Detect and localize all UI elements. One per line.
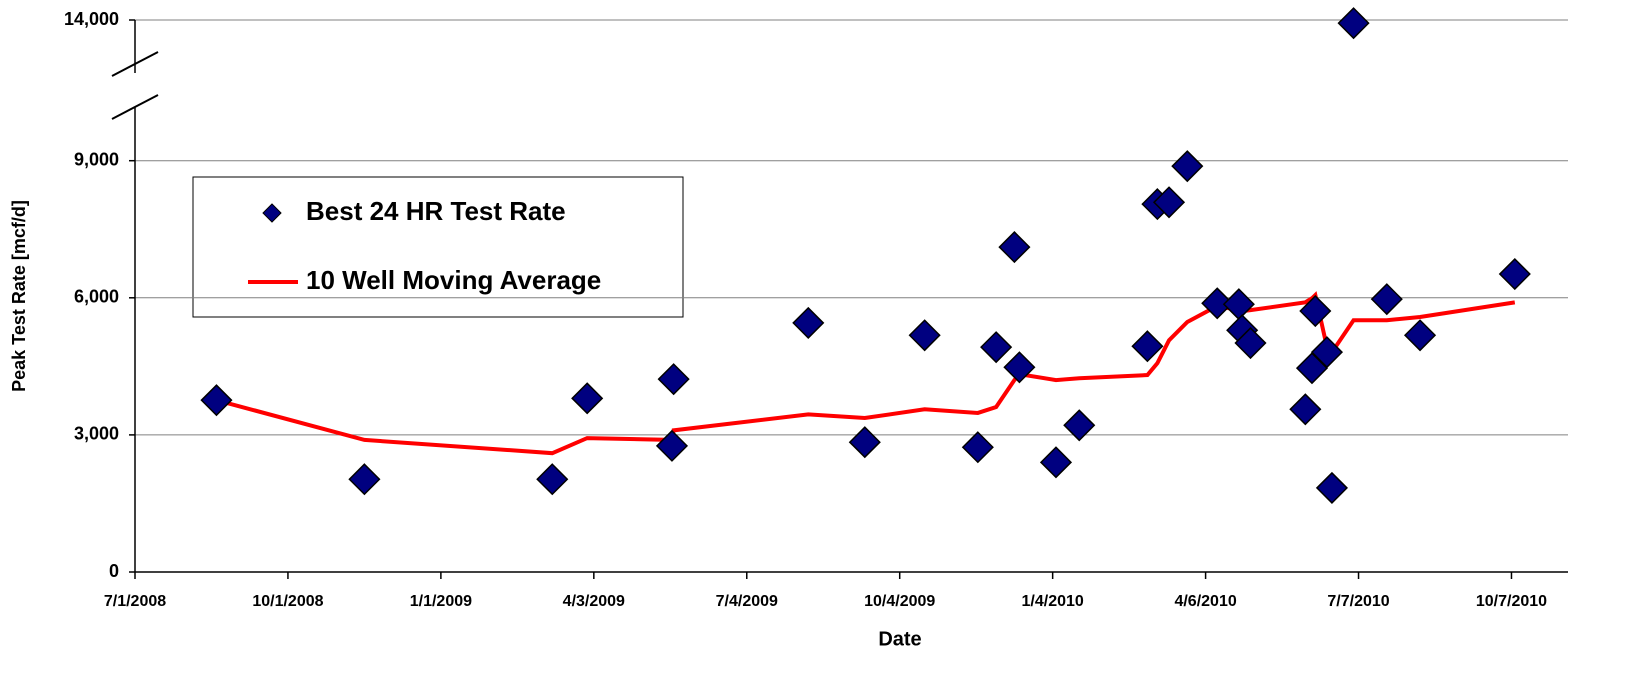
data-point bbox=[657, 363, 690, 396]
legend bbox=[192, 176, 684, 318]
data-point bbox=[908, 319, 941, 352]
x-tick-label: 7/1/2008 bbox=[104, 593, 166, 610]
legend-label: 10 Well Moving Average bbox=[306, 265, 601, 295]
data-point bbox=[1171, 150, 1204, 183]
y-tick-label: 6,000 bbox=[74, 287, 119, 307]
data-point bbox=[792, 306, 825, 339]
x-tick-label: 4/3/2009 bbox=[563, 593, 625, 610]
data-point bbox=[1003, 351, 1036, 384]
y-tick-label: 3,000 bbox=[74, 424, 119, 444]
data-point bbox=[1289, 393, 1322, 426]
legend-label: Best 24 HR Test Rate bbox=[306, 196, 566, 226]
x-tick-label: 7/7/2010 bbox=[1327, 593, 1389, 610]
x-tick-label: 10/1/2008 bbox=[252, 593, 323, 610]
data-point bbox=[1299, 294, 1332, 328]
x-tick-label: 4/6/2010 bbox=[1174, 593, 1236, 610]
x-axis-label: Date bbox=[878, 628, 921, 650]
data-point bbox=[961, 431, 994, 464]
x-tick-label: 1/4/2010 bbox=[1022, 593, 1084, 610]
data-point bbox=[980, 331, 1013, 364]
data-point bbox=[536, 463, 569, 496]
data-point bbox=[1498, 257, 1531, 291]
data-point bbox=[1315, 471, 1349, 504]
data-point bbox=[1310, 336, 1344, 369]
data-point bbox=[1152, 186, 1186, 219]
data-point bbox=[1234, 326, 1267, 360]
data-point bbox=[998, 231, 1031, 264]
y-axis-label: Peak Test Rate [mcf/d] bbox=[9, 200, 29, 392]
data-point bbox=[1403, 319, 1437, 352]
data-point bbox=[200, 384, 233, 417]
data-point bbox=[848, 426, 881, 459]
x-tick-label: 10/4/2009 bbox=[864, 593, 935, 610]
data-point bbox=[1370, 283, 1403, 316]
y-tick-label: 14,000 bbox=[64, 9, 119, 29]
y-tick-label: 9,000 bbox=[74, 149, 119, 169]
y-tick-label: 0 bbox=[109, 561, 119, 581]
data-point bbox=[1337, 7, 1370, 40]
data-point bbox=[348, 463, 381, 496]
data-point bbox=[655, 429, 689, 462]
x-tick-label: 10/7/2010 bbox=[1476, 593, 1547, 610]
data-point bbox=[1222, 288, 1255, 321]
data-point bbox=[1039, 446, 1073, 479]
data-point bbox=[571, 382, 604, 415]
x-tick-label: 7/4/2009 bbox=[716, 593, 778, 610]
data-point bbox=[1201, 287, 1234, 320]
legend-swatch bbox=[262, 203, 282, 223]
data-point bbox=[1131, 330, 1164, 363]
data-point bbox=[1063, 409, 1096, 442]
x-tick-label: 1/1/2009 bbox=[410, 593, 472, 610]
